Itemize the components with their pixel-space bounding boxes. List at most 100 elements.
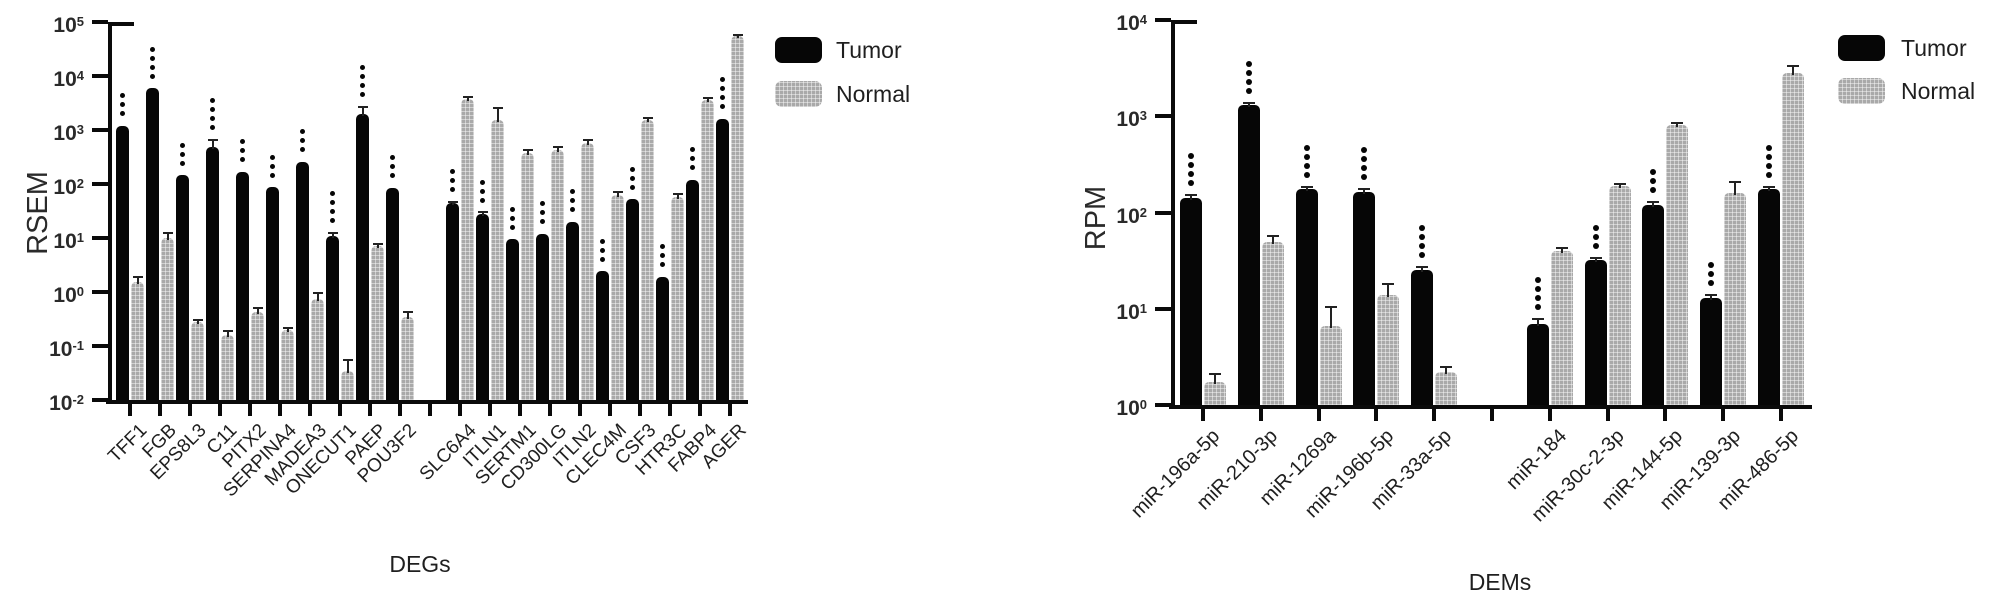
significance-marker bbox=[1188, 179, 1194, 186]
error-bar-cap bbox=[522, 148, 533, 151]
error-bar-cap bbox=[252, 307, 263, 310]
x-tick bbox=[1663, 409, 1668, 421]
x-tick bbox=[188, 404, 192, 416]
error-bar bbox=[1792, 66, 1794, 76]
significance-marker bbox=[1534, 303, 1541, 310]
error-bar-cap bbox=[312, 292, 323, 295]
significance-marker bbox=[1708, 279, 1715, 286]
bar-tumor bbox=[236, 171, 249, 400]
bar-normal bbox=[401, 316, 414, 400]
significance-marker bbox=[1592, 224, 1599, 231]
error-bar-cap bbox=[1300, 185, 1313, 188]
significance-marker bbox=[570, 189, 575, 195]
error-bar-cap bbox=[1266, 234, 1279, 237]
bar-tumor bbox=[206, 146, 219, 400]
significance-marker bbox=[570, 207, 575, 213]
significance-marker bbox=[180, 160, 185, 166]
error-bar-cap bbox=[1416, 266, 1429, 269]
error-bar bbox=[166, 232, 169, 240]
y-axis-line bbox=[108, 22, 112, 404]
error-bar-cap bbox=[552, 146, 563, 149]
y-tick-label: 104 bbox=[53, 68, 84, 91]
error-bar-cap bbox=[1787, 65, 1799, 68]
significance-marker bbox=[720, 77, 725, 83]
error-bar bbox=[286, 327, 289, 332]
error-bar-cap bbox=[1324, 305, 1337, 308]
legend-normal-swatch bbox=[775, 81, 822, 107]
significance-marker bbox=[1361, 146, 1368, 153]
error-bar bbox=[736, 34, 739, 39]
error-bar bbox=[376, 243, 379, 249]
significance-marker bbox=[120, 102, 125, 108]
y-tick bbox=[1155, 210, 1171, 215]
x-tick bbox=[1721, 409, 1726, 421]
significance-marker bbox=[600, 256, 605, 262]
y-tick-label: 10-2 bbox=[49, 392, 84, 415]
bar-tumor bbox=[596, 271, 609, 400]
y-axis-line bbox=[1171, 20, 1175, 409]
x-tick bbox=[548, 404, 552, 416]
legend-normal-label: Normal bbox=[1901, 78, 1976, 104]
legend-normal-label: Normal bbox=[836, 81, 911, 107]
significance-marker bbox=[1419, 234, 1426, 241]
significance-marker bbox=[120, 111, 125, 117]
x-category-label: C11 bbox=[202, 420, 241, 459]
error-bar-cap bbox=[702, 97, 713, 100]
significance-marker bbox=[300, 138, 305, 144]
x-tick bbox=[338, 404, 342, 416]
x-tick bbox=[698, 404, 702, 416]
bar-normal bbox=[581, 142, 594, 400]
significance-marker bbox=[1245, 87, 1252, 94]
error-bar-cap bbox=[132, 275, 143, 278]
error-bar-cap bbox=[612, 191, 623, 194]
x-tick bbox=[218, 404, 222, 416]
x-tick bbox=[1779, 409, 1783, 421]
y-tick-label: 100 bbox=[1116, 397, 1147, 420]
significance-marker bbox=[1419, 243, 1426, 250]
significance-marker bbox=[150, 46, 155, 52]
error-bar-cap bbox=[1382, 283, 1395, 286]
x-category-label: miR-196b-5p bbox=[1300, 425, 1398, 523]
x-tick bbox=[1258, 409, 1263, 421]
x-category-label: CD300LG bbox=[496, 420, 571, 495]
bar-tumor bbox=[506, 239, 519, 400]
bar-normal bbox=[191, 321, 204, 400]
x-axis-title-degs: DEGs bbox=[389, 551, 451, 577]
significance-marker bbox=[1361, 173, 1368, 180]
y-tick-label: 10-1 bbox=[49, 338, 84, 361]
x-category-label: miR-486-5p bbox=[1713, 425, 1803, 515]
bar-tumor bbox=[1237, 105, 1260, 405]
significance-marker bbox=[240, 148, 245, 154]
bar-normal bbox=[1724, 192, 1747, 405]
x-category-label: miR-30c-2-3p bbox=[1527, 425, 1630, 527]
x-category-label: PITX2 bbox=[218, 420, 271, 473]
significance-marker bbox=[300, 129, 305, 135]
significance-marker bbox=[570, 198, 575, 204]
significance-marker bbox=[630, 175, 635, 181]
error-bar-cap bbox=[1763, 185, 1775, 188]
error-bar-cap bbox=[1531, 317, 1544, 320]
significance-marker bbox=[1766, 153, 1772, 160]
error-bar-cap bbox=[492, 106, 503, 109]
error-bar bbox=[1445, 366, 1448, 375]
significance-marker bbox=[630, 184, 635, 190]
bar-normal bbox=[281, 329, 294, 400]
y-tick bbox=[92, 398, 108, 402]
y-tick bbox=[1155, 18, 1171, 22]
x-category-label: SERTM1 bbox=[471, 420, 541, 490]
bar-tumor bbox=[536, 233, 549, 400]
error-bar bbox=[196, 320, 199, 324]
bar-tumor bbox=[356, 113, 369, 400]
bar-normal bbox=[221, 334, 234, 400]
bar-tumor bbox=[1353, 191, 1376, 405]
error-bar bbox=[1421, 267, 1424, 273]
significance-marker bbox=[210, 116, 215, 122]
legend-tumor-label: Tumor bbox=[836, 37, 902, 63]
x-tick bbox=[428, 404, 432, 416]
bar-normal bbox=[671, 197, 684, 400]
x-tick bbox=[638, 404, 642, 416]
error-bar bbox=[1536, 318, 1539, 326]
error-bar-cap bbox=[1358, 187, 1371, 190]
bar-tumor bbox=[686, 179, 699, 400]
error-bar-cap bbox=[357, 105, 368, 108]
